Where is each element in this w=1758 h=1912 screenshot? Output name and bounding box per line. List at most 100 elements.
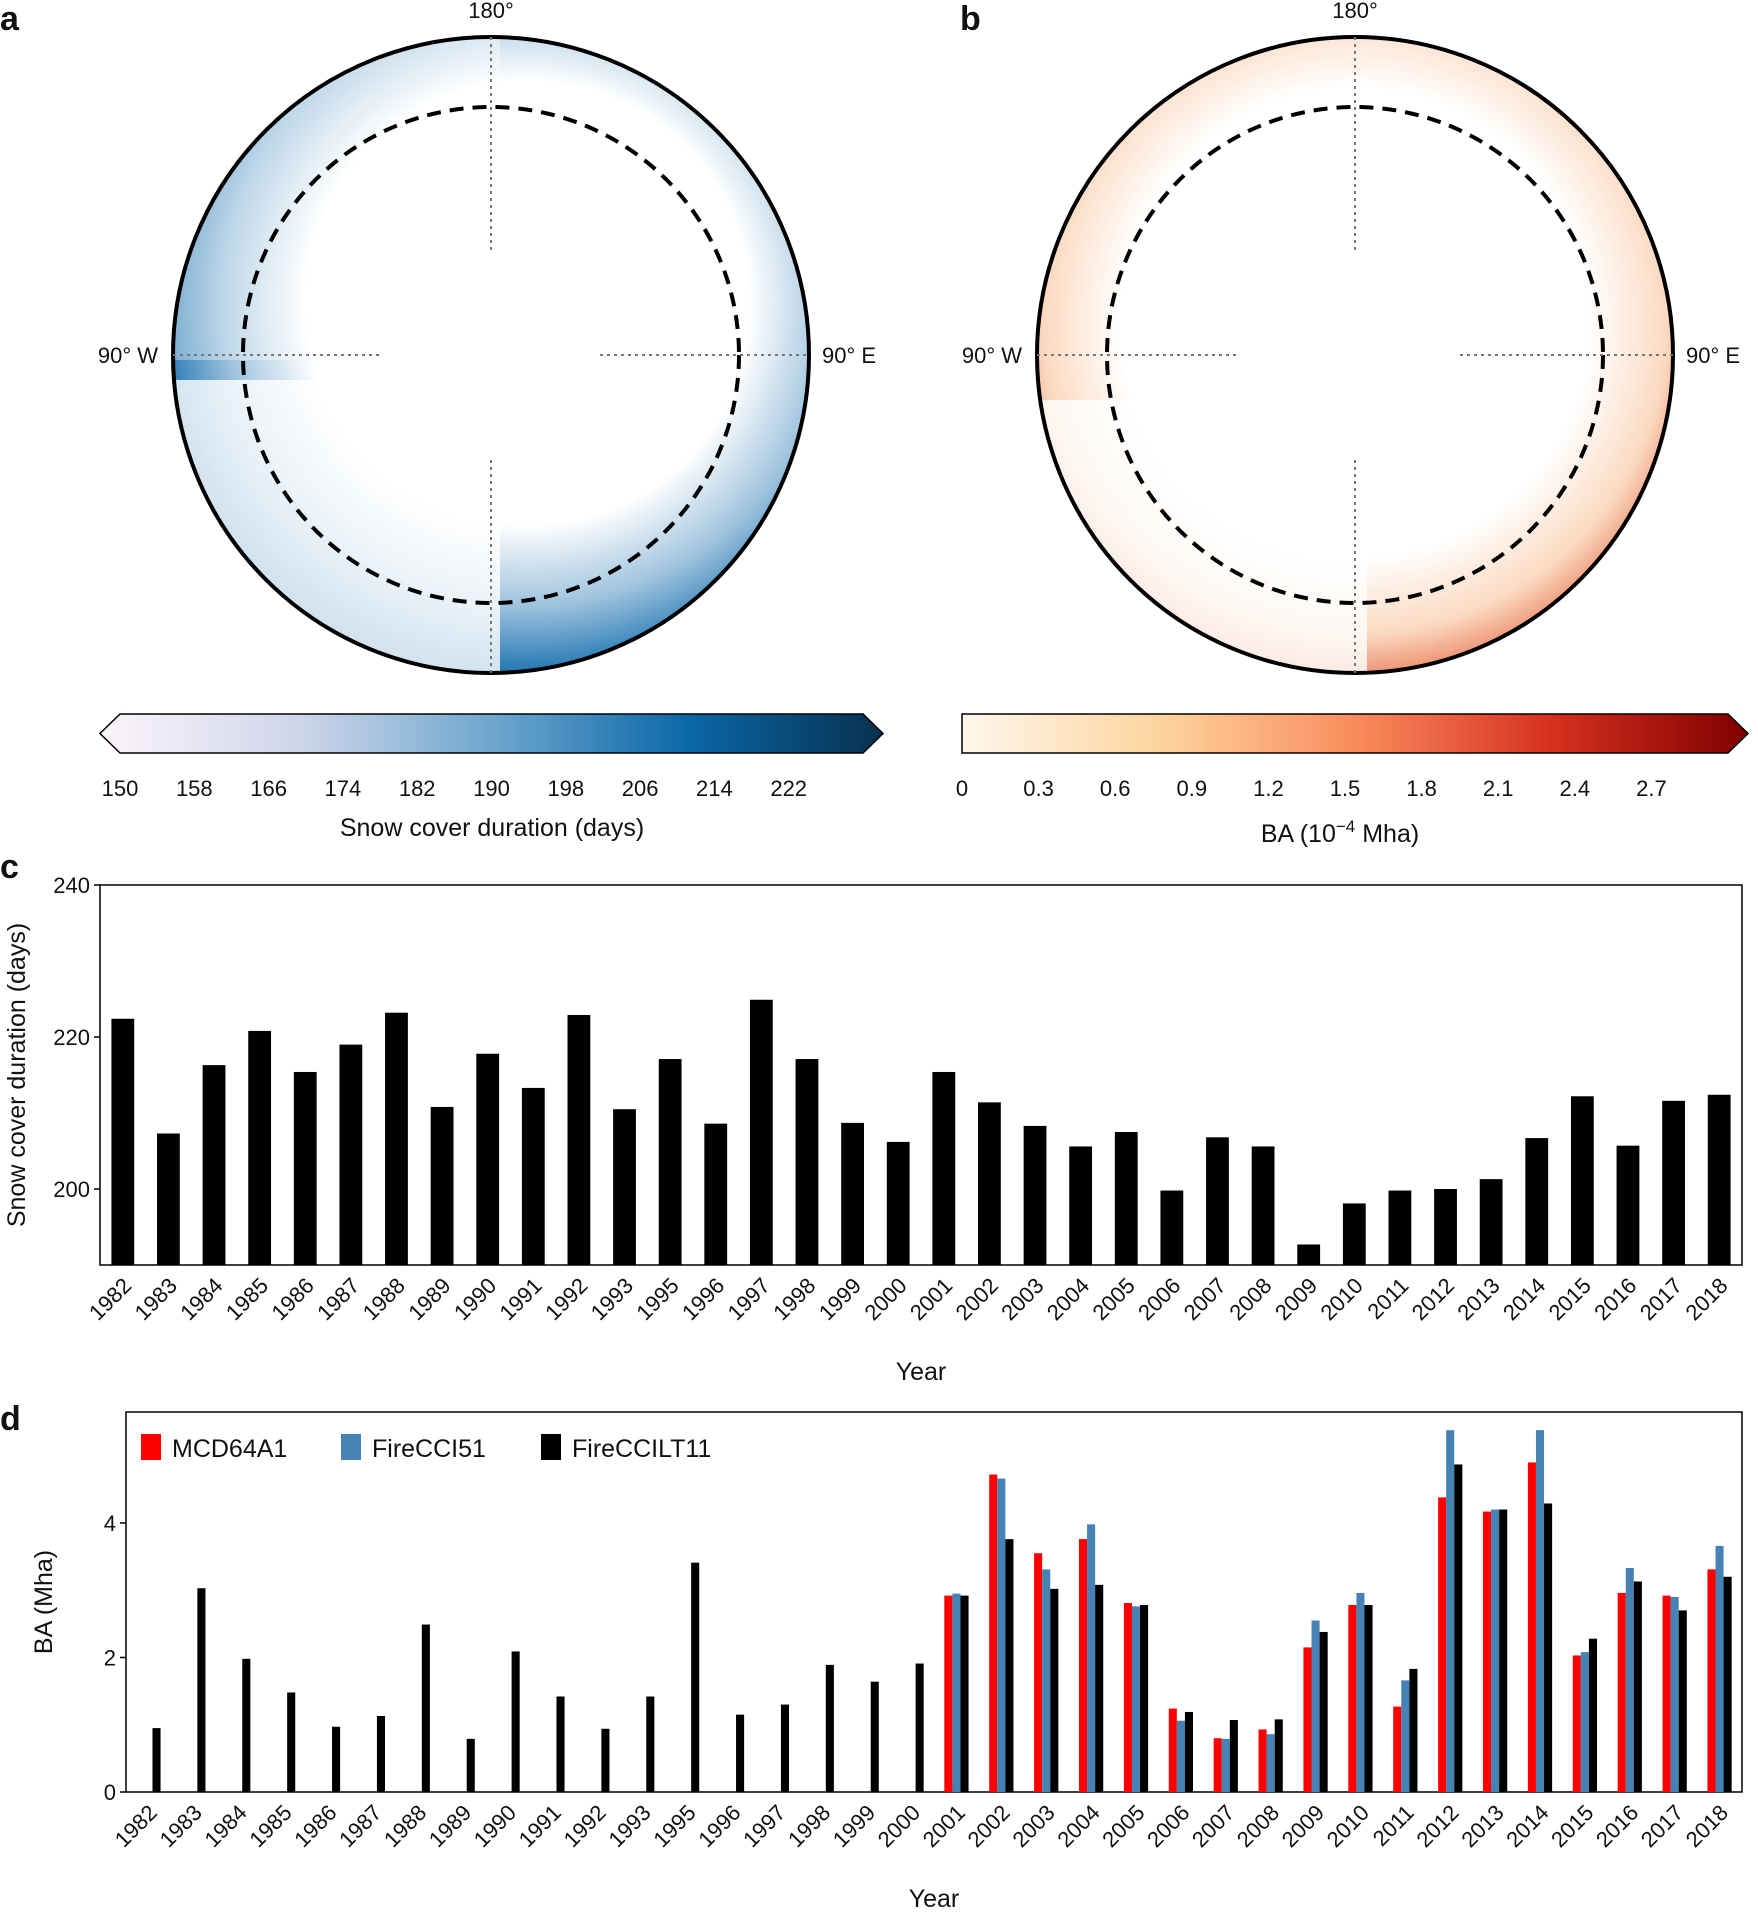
x-tick-label: 1983 xyxy=(155,1800,207,1852)
bar-1997 xyxy=(749,999,773,1265)
bar-FireCCILT11-1995 xyxy=(691,1562,700,1792)
panel-c-snow-bar-chart: c 20022024019821983198419851986198719881… xyxy=(0,848,1743,1386)
x-tick-label: 2017 xyxy=(1635,1273,1687,1325)
lon-label-180: 180° xyxy=(468,0,514,23)
bar-2003 xyxy=(1023,1125,1047,1265)
bar-FireCCILT11-1990 xyxy=(511,1651,520,1792)
bar-FireCCILT11-2000 xyxy=(915,1663,924,1792)
burned-area-map xyxy=(1037,37,1673,673)
colorbar-ba-label: BA (10−4 Mha) xyxy=(1261,817,1419,848)
panel-label-c: c xyxy=(0,848,19,886)
bar-MCD64A1-2003 xyxy=(1034,1553,1043,1792)
bar-2016 xyxy=(1616,1145,1640,1265)
bar-MCD64A1-2012 xyxy=(1438,1497,1447,1792)
bar-FireCCILT11-1989 xyxy=(466,1738,475,1792)
colorbar-tick-label: 2.1 xyxy=(1483,776,1514,801)
y-axis-label: Snow cover duration (days) xyxy=(3,923,31,1227)
y-tick-label: 240 xyxy=(53,873,90,898)
lon-label-90e: 90° E xyxy=(1686,343,1740,368)
panel-label-a: a xyxy=(0,0,20,38)
y-tick-label: 220 xyxy=(53,1025,90,1050)
bar-FireCCILT11-2015 xyxy=(1588,1638,1598,1792)
x-tick-label: 2004 xyxy=(1052,1800,1104,1852)
y-tick-label: 200 xyxy=(53,1177,90,1202)
y-axis-label: BA (Mha) xyxy=(30,1550,58,1654)
bar-FireCCI51-2018 xyxy=(1715,1545,1724,1792)
bar-FireCCI51-2013 xyxy=(1491,1509,1500,1792)
bar-2006 xyxy=(1160,1190,1184,1265)
colorbar-bar xyxy=(961,713,1750,754)
x-tick-label: 1989 xyxy=(403,1273,455,1325)
x-tick-label: 2000 xyxy=(859,1273,911,1325)
bar-FireCCI51-2001 xyxy=(952,1593,961,1792)
x-tick-label: 2003 xyxy=(1007,1800,1059,1852)
colorbar-tick-label: 190 xyxy=(473,776,510,801)
bar-FireCCILT11-2001 xyxy=(960,1595,969,1792)
legend-swatch-MCD64A1 xyxy=(141,1434,161,1460)
bar-MCD64A1-2017 xyxy=(1662,1595,1671,1792)
bar-FireCCI51-2009 xyxy=(1311,1620,1320,1792)
x-axis-label: Year xyxy=(909,1885,960,1907)
bar-FireCCI51-2007 xyxy=(1221,1738,1230,1792)
bar-1982 xyxy=(111,1018,135,1265)
x-tick-label: 1998 xyxy=(768,1273,820,1325)
bar-1998 xyxy=(795,1059,819,1265)
plot-frame xyxy=(125,1411,1743,1793)
bar-FireCCILT11-1987 xyxy=(376,1716,386,1792)
bar-MCD64A1-2004 xyxy=(1078,1539,1088,1792)
panel-b: b 180° 90° W 90° E 0 0.3 0.6 0.9 1.2 1.5 1.8 2.… xyxy=(956,0,1750,848)
bar-FireCCI51-2011 xyxy=(1401,1680,1410,1792)
panel-d-burned-area-bar-chart: d 02419821983198419851986198719881989199… xyxy=(0,1400,1743,1912)
bar-2000 xyxy=(886,1141,910,1265)
x-tick-label: 2006 xyxy=(1133,1273,1185,1325)
bar-MCD64A1-2011 xyxy=(1393,1706,1402,1792)
x-tick-label: 1988 xyxy=(358,1273,410,1325)
bar-FireCCILT11-2017 xyxy=(1678,1610,1687,1792)
x-tick-label: 1985 xyxy=(244,1800,296,1852)
bar-MCD64A1-2015 xyxy=(1572,1655,1581,1792)
x-tick-label: 2014 xyxy=(1501,1800,1553,1852)
x-tick-label: 2006 xyxy=(1142,1800,1194,1852)
bar-FireCCI51-2017 xyxy=(1670,1596,1679,1792)
bar-FireCCILT11-1992 xyxy=(601,1728,610,1792)
bar-2017 xyxy=(1662,1100,1685,1265)
bar-FireCCI51-2004 xyxy=(1087,1524,1096,1792)
bar-FireCCILT11-2007 xyxy=(1229,1720,1238,1792)
x-tick-label: 1993 xyxy=(586,1273,638,1325)
colorbar-tick-label: 222 xyxy=(770,776,807,801)
colorbar-tick-label: 1.8 xyxy=(1406,776,1437,801)
x-tick-label: 2016 xyxy=(1591,1800,1643,1852)
bar-MCD64A1-2007 xyxy=(1213,1738,1222,1792)
x-tick-label: 1991 xyxy=(514,1800,566,1852)
bar-FireCCI51-2008 xyxy=(1266,1734,1275,1792)
bar-2001 xyxy=(932,1071,956,1265)
x-tick-label: 1996 xyxy=(693,1800,745,1852)
x-tick-label: 1983 xyxy=(130,1273,182,1325)
x-tick-label: 1991 xyxy=(495,1273,547,1325)
colorbar-snow-label: Snow cover duration (days) xyxy=(340,814,644,842)
lon-label-90w: 90° W xyxy=(962,343,1022,368)
colorbar-tick-label: 158 xyxy=(176,776,213,801)
x-tick-label: 2007 xyxy=(1187,1800,1239,1852)
x-tick-label: 2005 xyxy=(1087,1273,1139,1325)
x-tick-label: 2003 xyxy=(996,1273,1048,1325)
x-tick-label: 1988 xyxy=(379,1800,431,1852)
panel-label-d: d xyxy=(0,1400,21,1438)
x-tick-label: 2009 xyxy=(1270,1273,1322,1325)
bar-FireCCILT11-2005 xyxy=(1140,1605,1149,1792)
bar-FireCCILT11-2016 xyxy=(1633,1581,1642,1792)
panel-label-b: b xyxy=(960,0,981,38)
plot-frame xyxy=(99,884,1743,1266)
bar-MCD64A1-2016 xyxy=(1617,1592,1626,1792)
x-tick-label: 1982 xyxy=(84,1273,136,1325)
x-tick-label: 2010 xyxy=(1316,1273,1368,1325)
bar-2011 xyxy=(1388,1190,1412,1265)
lon-label-90e: 90° E xyxy=(822,343,876,368)
x-tick-label: 2015 xyxy=(1546,1800,1598,1852)
bar-2009 xyxy=(1297,1244,1321,1265)
legend-label-FireCCILT11: FireCCILT11 xyxy=(572,1435,711,1463)
colorbar-tick-label: 206 xyxy=(622,776,659,801)
x-tick-label: 1995 xyxy=(648,1800,700,1852)
bar-FireCCILT11-1997 xyxy=(780,1704,790,1792)
bar-2013 xyxy=(1479,1179,1503,1265)
